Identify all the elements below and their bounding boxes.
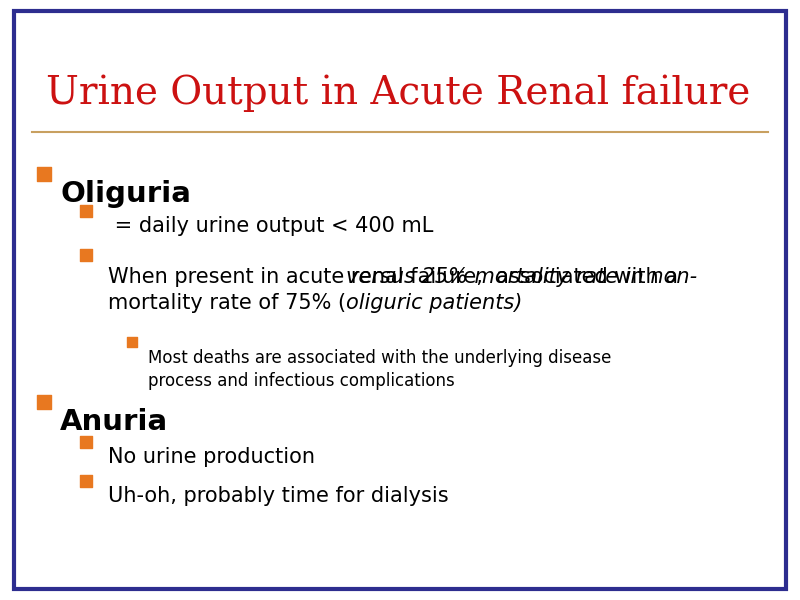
Point xyxy=(80,437,93,447)
Point xyxy=(80,476,93,486)
Point xyxy=(126,337,138,347)
Point xyxy=(80,206,93,216)
Text: Oliguria: Oliguria xyxy=(60,180,191,208)
Text: Anuria: Anuria xyxy=(60,408,168,436)
Point xyxy=(38,169,50,179)
Text: = daily urine output < 400 mL: = daily urine output < 400 mL xyxy=(108,216,434,236)
Text: Urine Output in Acute Renal failure: Urine Output in Acute Renal failure xyxy=(46,75,750,113)
Text: Most deaths are associated with the underlying disease
process and infectious co: Most deaths are associated with the unde… xyxy=(148,349,611,390)
Text: Uh-oh, probably time for dialysis: Uh-oh, probably time for dialysis xyxy=(108,486,449,506)
Text: When present in acute renal failure,  associated with a
mortality rate of 75% (: When present in acute renal failure, ass… xyxy=(108,267,678,313)
Point xyxy=(38,397,50,407)
Text: versus 25% mortality rate in non-
oliguric patients): versus 25% mortality rate in non- oligur… xyxy=(346,267,698,313)
Point xyxy=(80,250,93,260)
Text: No urine production: No urine production xyxy=(108,447,315,467)
